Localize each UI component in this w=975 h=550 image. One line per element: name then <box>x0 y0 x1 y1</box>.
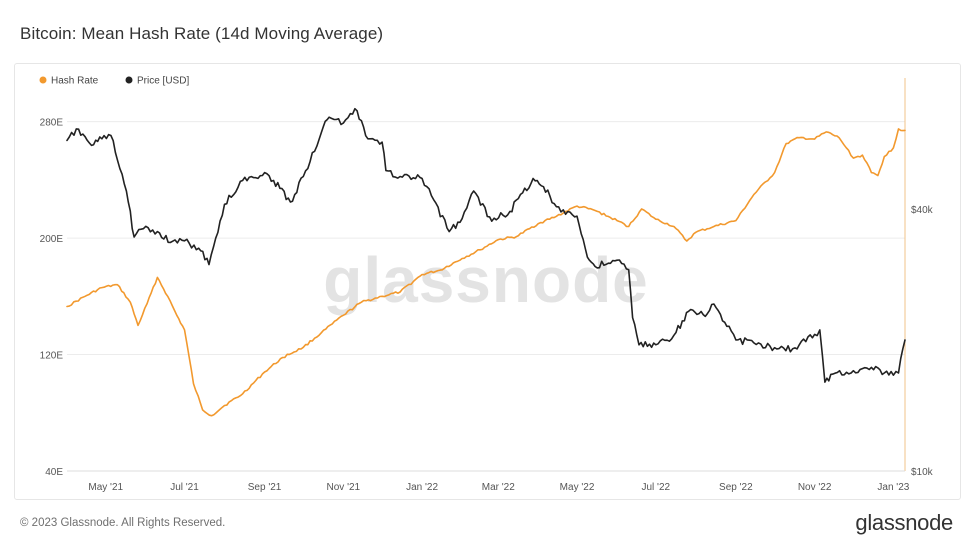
y-left-tick-label: 280E <box>40 118 64 129</box>
chart-panel: glassnode 40E 120E 200E 280E $10k $40k May '21 J… <box>14 63 961 500</box>
x-tick-label: Jan '23 <box>877 482 909 493</box>
glassnode-logo[interactable]: glassnode <box>855 510 953 535</box>
copyright-text: © 2023 Glassnode. All Rights Reserved. <box>20 517 226 529</box>
legend-marker-hash-rate <box>39 76 47 84</box>
x-tick-label: Jul '22 <box>641 482 670 493</box>
x-tick-label: Sep '22 <box>719 482 753 493</box>
x-tick-label: Sep '21 <box>248 482 282 493</box>
x-tick-label: Mar '22 <box>482 482 515 493</box>
y-left-tick-label: 120E <box>40 351 64 362</box>
y-left-tick-label: 200E <box>40 234 64 245</box>
price-series-line <box>66 107 906 383</box>
y-right-tick-label: $10k <box>911 467 934 478</box>
chart-title: Bitcoin: Mean Hash Rate (14d Moving Aver… <box>20 24 384 43</box>
legend-label-hash-rate: Hash Rate <box>51 76 99 87</box>
watermark-text: glassnode <box>323 244 649 316</box>
x-tick-label: May '21 <box>88 482 123 493</box>
x-tick-label: Nov '21 <box>327 482 361 493</box>
legend-label-price: Price [USD] <box>137 76 189 87</box>
x-tick-label: May '22 <box>560 482 595 493</box>
y-right-tick-label: $40k <box>911 205 934 216</box>
x-tick-label: Jan '22 <box>406 482 438 493</box>
line-chart: glassnode 40E 120E 200E 280E $10k $40k May '21 J… <box>39 76 934 493</box>
y-left-tick-label: 40E <box>45 467 63 478</box>
x-tick-label: Nov '22 <box>798 482 832 493</box>
x-tick-label: Jul '21 <box>170 482 199 493</box>
hash-rate-series-line <box>66 128 906 417</box>
legend-marker-price <box>125 76 133 84</box>
